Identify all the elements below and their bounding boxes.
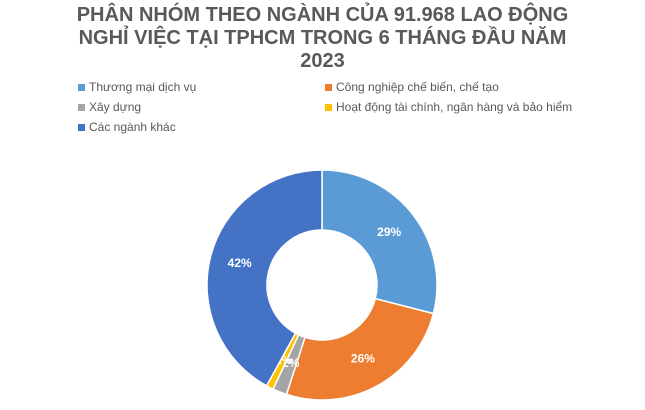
legend-swatch — [325, 84, 332, 91]
legend-label: Các ngành khác — [89, 120, 176, 134]
slice — [206, 169, 323, 387]
legend-swatch — [78, 104, 85, 111]
legend-label: Xây dựng — [89, 100, 141, 114]
legend-label: Thương mại dịch vụ — [89, 80, 196, 94]
slice — [285, 297, 435, 401]
legend-label: Hoạt động tài chính, ngân hàng và bảo hi… — [336, 100, 572, 114]
slice — [321, 169, 438, 315]
legend-swatch — [78, 84, 85, 91]
legend-swatch — [78, 124, 85, 131]
data-label: 42% — [228, 256, 252, 270]
data-label: 26% — [351, 352, 375, 366]
legend-swatch — [325, 104, 332, 111]
legend-label: Công nghiệp chế biến, chế tạo — [336, 80, 499, 94]
data-label: 29% — [377, 225, 401, 239]
chart-title: PHÂN NHÓM THEO NGÀNH CỦA 91.968 LAO ĐỘNG… — [76, 4, 569, 72]
